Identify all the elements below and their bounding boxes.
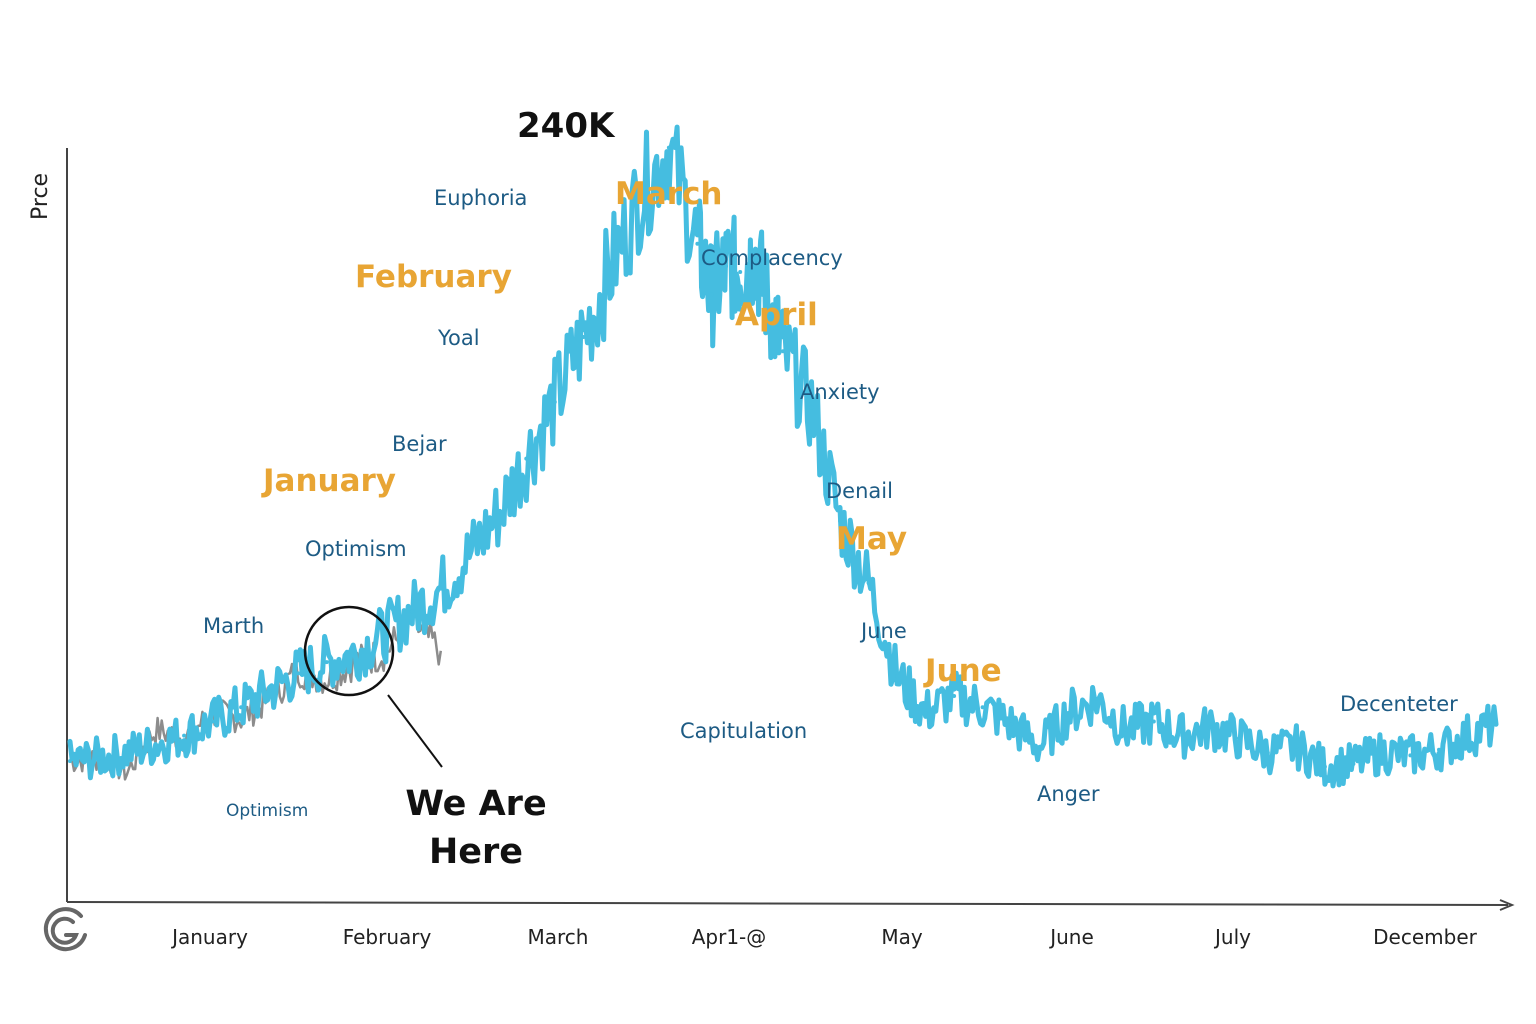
month-label-april: April — [735, 297, 818, 333]
price-point — [467, 552, 472, 557]
price-point — [438, 586, 443, 591]
price-point — [153, 742, 158, 747]
price-point — [1180, 733, 1185, 738]
price-point — [495, 513, 500, 518]
phase-label-anger: Anger — [1037, 782, 1100, 806]
price-point — [1066, 711, 1071, 715]
x-tick-label: June — [1050, 925, 1094, 949]
price-point — [125, 750, 129, 755]
peak-value-label: 240K — [517, 106, 615, 146]
projected-price-line — [67, 124, 1499, 789]
price-point — [552, 400, 557, 404]
price-point — [781, 349, 785, 354]
axes — [66, 148, 1515, 911]
marker-layer — [303, 605, 443, 768]
phase-label-complacency: Complacency — [701, 246, 843, 270]
we-are-here-label: We Are Here — [400, 780, 552, 876]
price-point — [980, 705, 985, 710]
price-point — [1351, 761, 1356, 766]
price-point — [952, 694, 957, 698]
x-tick-label: January — [172, 925, 248, 949]
phase-label-optimism-upper: Optimism — [305, 537, 407, 561]
price-point — [324, 660, 329, 665]
we-are-here-line1: We Are — [405, 784, 547, 824]
price-point — [666, 145, 671, 150]
price-point — [239, 705, 244, 710]
x-axis-line — [66, 901, 1509, 906]
y-axis-label: Prce — [28, 172, 53, 220]
phase-label-yoal: Yoal — [438, 326, 480, 350]
price-point — [1494, 722, 1498, 727]
price-point — [923, 711, 928, 715]
price-point — [724, 264, 728, 269]
phase-label-bejar: Bejar — [392, 432, 447, 456]
price-point — [182, 733, 187, 738]
price-point — [752, 253, 757, 257]
price-point — [866, 581, 871, 585]
price-point — [1379, 750, 1384, 755]
price-point — [581, 335, 586, 339]
phase-label-june: June — [861, 619, 907, 643]
price-point — [1151, 719, 1156, 724]
price-point — [695, 241, 700, 246]
x-tick-label: March — [527, 925, 589, 949]
price-point — [1465, 733, 1470, 738]
price-point — [267, 688, 272, 693]
brand-logo-icon — [43, 907, 87, 952]
price-point — [1437, 747, 1441, 752]
series-layer — [67, 124, 1499, 789]
x-tick-label: February — [342, 925, 432, 949]
we-are-here-line2: Here — [428, 832, 524, 872]
phase-label-anxiety: Anxiety — [800, 380, 880, 404]
price-point — [1408, 753, 1413, 758]
x-tick-label: May — [881, 925, 923, 949]
price-point — [353, 651, 358, 656]
price-point — [1009, 722, 1014, 727]
month-label-january: January — [263, 463, 397, 499]
phase-label-denail: Denail — [826, 479, 893, 503]
price-point — [381, 631, 386, 636]
month-label-june: June — [925, 653, 1002, 689]
we-are-here-pointer — [387, 694, 443, 768]
price-point — [410, 609, 415, 614]
price-point — [738, 270, 743, 274]
price-point — [68, 759, 72, 764]
price-point — [1037, 744, 1042, 749]
x-tick-label: December — [1373, 925, 1477, 949]
x-tick-label: July — [1215, 925, 1251, 949]
price-point — [1265, 750, 1270, 755]
price-point — [766, 303, 771, 308]
phase-label-euphoria: Euphoria — [434, 186, 528, 210]
we-are-here-circle — [303, 605, 395, 697]
price-point — [210, 719, 215, 724]
price-point — [1322, 764, 1327, 769]
month-label-march: March — [615, 176, 723, 212]
phase-label-optimism-lower: Optimism — [226, 801, 309, 821]
x-tick-label: Apr1-@ — [691, 925, 767, 949]
price-point — [1094, 696, 1099, 701]
phase-label-capitulation: Capitulation — [680, 719, 808, 743]
x-axis-arrowhead — [1499, 899, 1515, 911]
price-point — [609, 264, 614, 269]
price-point — [1237, 736, 1242, 741]
price-point — [1208, 725, 1213, 730]
price-point — [809, 405, 814, 410]
price-point — [1294, 744, 1299, 749]
price-point — [96, 756, 101, 761]
month-label-february: February — [355, 259, 512, 295]
phase-label-decenteter: Decenteter — [1340, 692, 1458, 716]
price-point — [895, 674, 900, 679]
price-point — [1123, 728, 1128, 732]
price-point — [838, 518, 842, 523]
price-point — [638, 193, 643, 198]
price-point — [524, 456, 529, 461]
phase-label-marth: Marth — [203, 614, 265, 638]
month-label-may: May — [836, 521, 908, 557]
price-point — [709, 292, 714, 297]
price-point — [296, 671, 301, 676]
